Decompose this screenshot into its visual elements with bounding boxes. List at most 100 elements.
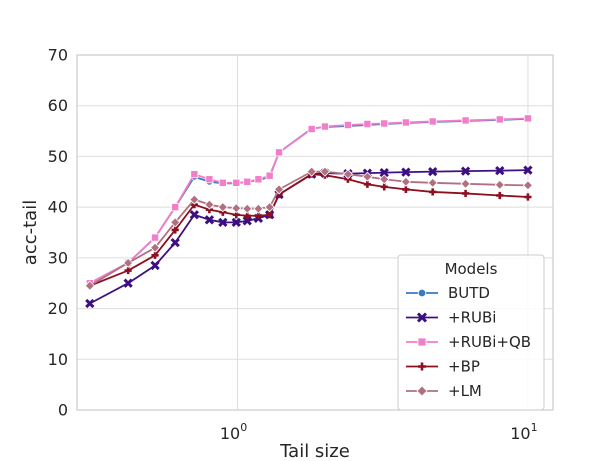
marker-point bbox=[150, 260, 160, 271]
marker-point bbox=[363, 180, 371, 188]
marker-point bbox=[416, 312, 428, 323]
marker-point bbox=[274, 184, 285, 195]
x-axis-label: Tail size bbox=[279, 441, 350, 461]
y-tick-labels: 0 10 20 30 40 50 60 70 bbox=[48, 46, 68, 420]
marker-point bbox=[85, 298, 95, 309]
legend-item: +RUBi bbox=[406, 309, 496, 327]
marker-point bbox=[218, 217, 228, 228]
legend-label: +BP bbox=[448, 358, 480, 376]
marker-point bbox=[401, 118, 410, 127]
marker-point bbox=[380, 119, 389, 128]
y-tick-label: 30 bbox=[48, 248, 68, 267]
legend-item: +RUBi+QB bbox=[406, 333, 531, 351]
marker-point bbox=[522, 180, 533, 191]
marker-point bbox=[190, 170, 199, 179]
marker-point bbox=[460, 178, 471, 189]
marker-point bbox=[123, 278, 133, 288]
marker-point bbox=[307, 125, 316, 134]
marker-point bbox=[151, 251, 159, 259]
y-tick-label: 0 bbox=[58, 401, 68, 420]
marker-point bbox=[124, 266, 132, 275]
marker-point bbox=[461, 116, 470, 125]
marker-point bbox=[495, 165, 505, 176]
marker-point bbox=[171, 203, 180, 212]
marker-point bbox=[380, 183, 388, 191]
marker-point bbox=[460, 166, 471, 176]
marker-point bbox=[243, 177, 252, 186]
marker-point bbox=[253, 203, 264, 214]
legend-item: +BP bbox=[406, 358, 480, 376]
marker-point bbox=[495, 115, 504, 124]
marker-point bbox=[429, 188, 437, 196]
marker-point bbox=[402, 185, 410, 193]
x-tick-label: 101 bbox=[510, 421, 537, 443]
legend-item: +LM bbox=[406, 382, 482, 400]
x-tick-labels: 100 101 bbox=[220, 421, 538, 443]
series-line bbox=[89, 117, 528, 285]
marker-point bbox=[342, 169, 354, 180]
marker-point bbox=[496, 191, 504, 200]
legend: Models BUTD +RUBi +RUBi+QB +BP +LM bbox=[397, 254, 545, 411]
legend-label: +LM bbox=[448, 382, 482, 400]
legend-label: +RUBi+QB bbox=[448, 333, 531, 351]
marker-point bbox=[362, 171, 373, 182]
marker-point bbox=[320, 122, 329, 131]
marker-point bbox=[275, 148, 284, 157]
y-tick-label: 60 bbox=[48, 96, 68, 115]
marker-point bbox=[343, 120, 352, 129]
marker-point bbox=[171, 226, 179, 234]
y-tick-label: 40 bbox=[48, 198, 68, 217]
marker-point bbox=[379, 174, 390, 185]
series-lm bbox=[84, 166, 533, 291]
marker-point bbox=[524, 193, 532, 201]
series-rubi-qb bbox=[85, 114, 532, 288]
y-tick-label: 20 bbox=[48, 299, 68, 318]
marker-point bbox=[418, 362, 426, 371]
marker-point bbox=[254, 175, 263, 184]
marker-point bbox=[189, 194, 200, 205]
marker-point bbox=[417, 288, 427, 298]
legend-label: BUTD bbox=[448, 284, 490, 302]
marker-point bbox=[204, 199, 215, 210]
marker-point bbox=[416, 385, 428, 397]
marker-point bbox=[204, 215, 215, 225]
marker-point bbox=[523, 165, 533, 175]
marker-point bbox=[494, 179, 505, 190]
marker-point bbox=[231, 217, 241, 228]
marker-point bbox=[417, 337, 427, 347]
marker-point bbox=[217, 202, 228, 213]
marker-point bbox=[170, 237, 180, 248]
marker-point bbox=[84, 280, 95, 291]
marker-point bbox=[266, 211, 274, 219]
marker-point bbox=[205, 175, 214, 184]
series-layer bbox=[84, 114, 533, 309]
marker-point bbox=[150, 242, 161, 253]
y-tick-label: 70 bbox=[48, 46, 68, 65]
marker-point bbox=[170, 217, 181, 228]
series-line bbox=[89, 170, 528, 287]
marker-point bbox=[242, 216, 252, 226]
marker-point bbox=[363, 119, 372, 128]
legend-items: BUTD +RUBi +RUBi+QB +BP +LM bbox=[406, 284, 531, 400]
marker-point bbox=[401, 167, 411, 177]
legend-item: BUTD bbox=[406, 284, 490, 302]
marker-point bbox=[151, 233, 160, 242]
legend-title: Models bbox=[445, 260, 498, 278]
marker-point bbox=[231, 203, 242, 214]
marker-point bbox=[319, 166, 331, 177]
marker-point bbox=[189, 210, 200, 220]
x-tick-label: 100 bbox=[220, 421, 247, 443]
marker-point bbox=[400, 176, 411, 187]
series-line bbox=[89, 173, 528, 287]
y-tick-label: 50 bbox=[48, 147, 68, 166]
y-axis-label: acc-tail bbox=[20, 200, 41, 265]
legend-label: +RUBi bbox=[448, 309, 496, 327]
y-tick-label: 10 bbox=[48, 350, 68, 369]
marker-point bbox=[523, 114, 532, 123]
marker-point bbox=[264, 202, 275, 213]
marker-point bbox=[242, 203, 253, 214]
marker-point bbox=[461, 189, 470, 198]
marker-point bbox=[123, 257, 134, 268]
marker-point bbox=[379, 167, 389, 178]
